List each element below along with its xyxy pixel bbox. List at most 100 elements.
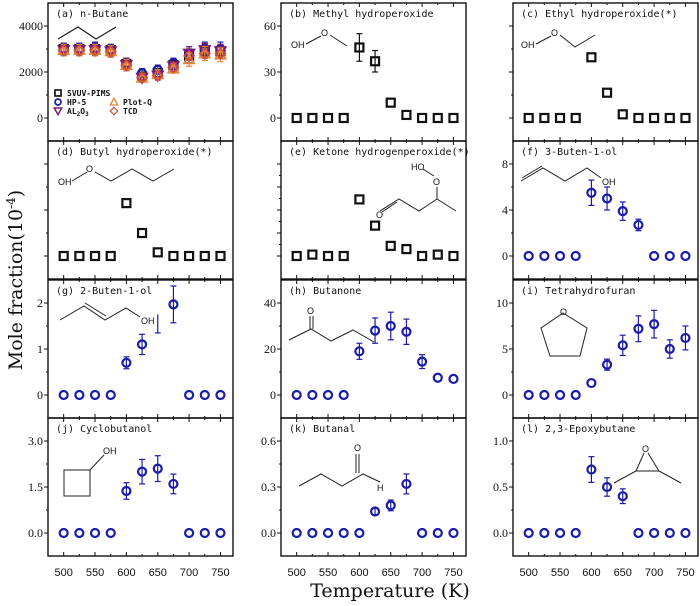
data-point: [617, 340, 628, 351]
x-tick-label: 650: [149, 567, 167, 579]
legend-marker: [54, 98, 62, 106]
bond: [436, 187, 457, 212]
data-point: [680, 250, 691, 262]
y-tick-label: 0: [37, 388, 43, 402]
oh-label: OH: [141, 316, 155, 326]
data-point: [338, 112, 349, 124]
cyclobutane-ring: [63, 469, 91, 497]
oh-label: OH: [521, 40, 535, 50]
data-point: [570, 527, 581, 539]
x-tick-label: 700: [413, 567, 431, 579]
data-point: [215, 250, 226, 262]
y-tick-label: 3.0: [28, 434, 43, 448]
data-point: [120, 58, 133, 72]
data-point: [664, 250, 675, 262]
panel-k: 500 550 600 650 700 750 0.0 0.3 0.6 (k) Butanal O H: [261, 417, 467, 579]
y-tick-label: 1.0: [493, 434, 508, 448]
data-point: [214, 47, 227, 60]
data-point: [539, 527, 550, 539]
data-point: [215, 389, 226, 401]
series-hp-5: [58, 285, 226, 401]
data-point: [417, 527, 428, 539]
bond: [89, 454, 105, 471]
data-point: [554, 112, 566, 124]
o-label: O: [307, 306, 314, 316]
o-label: O: [354, 443, 361, 453]
data-point: [354, 346, 365, 357]
data-point: [539, 112, 550, 124]
panel-g: 0 1 2 (g) 2-Buten-1-ol OH: [37, 279, 234, 419]
data-point: [617, 206, 628, 217]
data-point: [570, 389, 581, 401]
data-point: [57, 44, 70, 57]
x-tick-label: 700: [180, 567, 198, 579]
data-point: [680, 332, 691, 344]
o-label: O: [551, 28, 558, 38]
data-point: [432, 112, 443, 124]
panel-c: (c) Ethyl hydroperoxide(*) OH O: [509, 2, 699, 142]
bond: [535, 35, 552, 45]
data-point: [291, 527, 302, 539]
epoxide-ring: [635, 452, 660, 472]
panel-title: (b) Methyl hydroperoxide: [289, 9, 434, 20]
data-point: [338, 250, 349, 262]
bond: [658, 470, 682, 484]
data-point: [554, 250, 566, 262]
data-point: [322, 112, 334, 124]
y-axis-label: Mole fraction(10-4): [4, 190, 27, 370]
data-point: [74, 527, 85, 539]
legend-label: HP-5: [67, 98, 86, 107]
series-hp-5: [523, 456, 691, 539]
bond: [94, 168, 175, 182]
data-point: [664, 343, 675, 355]
data-point: [649, 319, 660, 330]
data-point: [664, 112, 675, 124]
data-point: [601, 87, 613, 98]
y-tick-label: 20: [264, 342, 276, 356]
bond: [381, 201, 398, 213]
data-point: [151, 69, 164, 82]
panel-title: (g) 2-Buten-1-ol: [56, 286, 152, 297]
data-point: [168, 478, 179, 490]
bond: [288, 328, 375, 343]
bond: [422, 168, 435, 177]
y-tick-label: 4: [502, 203, 508, 217]
x-tick-label: 500: [287, 567, 305, 579]
data-point: [338, 527, 349, 539]
bond: [559, 34, 596, 48]
data-point: [385, 320, 396, 332]
data-point: [199, 527, 210, 539]
data-point: [649, 112, 660, 124]
data-point: [601, 193, 613, 204]
o-label: O: [86, 164, 93, 174]
data-point: [554, 527, 566, 539]
y-tick-label: 60: [264, 19, 276, 33]
data-point: [680, 527, 691, 539]
series-hp-5: [58, 455, 226, 539]
x-tick-label: 600: [350, 567, 368, 579]
panel-title: (j) Cyclobutanol: [56, 424, 152, 435]
data-point: [586, 52, 597, 63]
bond: [71, 171, 88, 182]
data-point: [215, 527, 226, 539]
data-point: [633, 112, 644, 124]
data-point: [354, 194, 365, 205]
data-point: [633, 323, 644, 334]
data-point: [432, 372, 443, 383]
y-tick-label: 0.6: [261, 434, 276, 448]
thf-ring: [540, 312, 588, 357]
y-tick-label: 1: [37, 342, 43, 356]
data-point: [649, 527, 660, 539]
data-point: [649, 250, 660, 262]
data-point: [448, 250, 459, 262]
o-label: O: [560, 307, 567, 317]
bond: [329, 34, 348, 47]
data-point: [401, 326, 412, 337]
x-tick-label: 700: [645, 567, 663, 579]
data-point: [448, 112, 459, 124]
o-label: O: [433, 177, 440, 187]
data-point: [184, 389, 195, 401]
panel-h: 0 20 40 (h) Butanone O: [264, 279, 467, 419]
o-label: O: [321, 28, 328, 38]
